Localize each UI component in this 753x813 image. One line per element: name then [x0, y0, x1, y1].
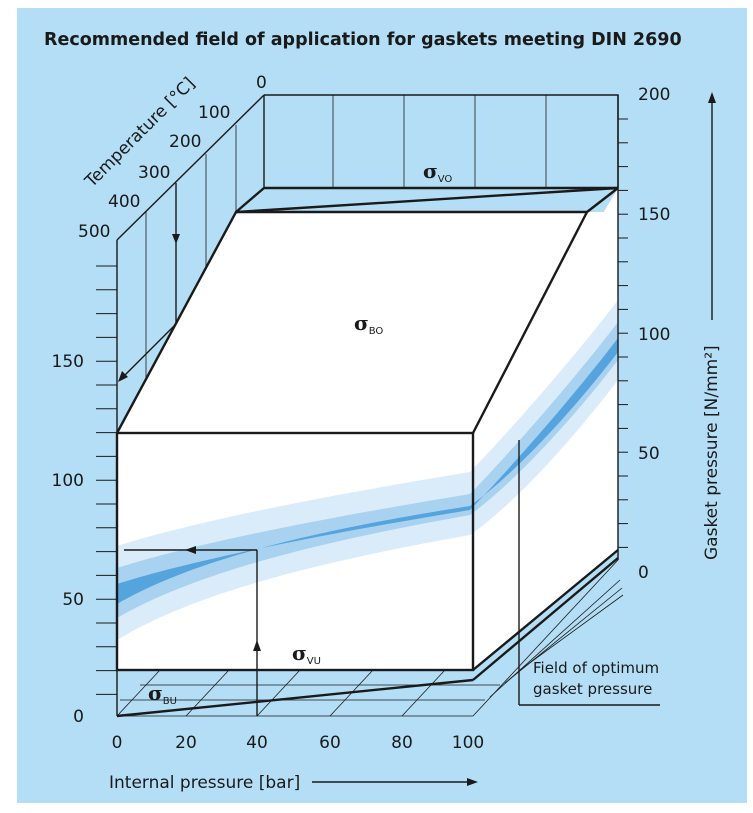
pressure-tick-40: 40 — [246, 733, 268, 753]
pressure-tick-0: 0 — [112, 733, 123, 753]
floor-grid — [116, 559, 624, 717]
floor-diagonal — [256, 669, 301, 717]
internal-pressure-arrow-head — [467, 778, 478, 786]
sigma-bo-label: σBO — [354, 311, 383, 337]
box-back-left-corner — [235, 187, 265, 213]
internal-pressure-label: Internal pressure [bar] — [109, 773, 300, 793]
left-axis-tick-50: 50 — [62, 590, 84, 610]
temperature-tick-300: 300 — [138, 163, 170, 183]
box-bottom-right-edge-2 — [472, 557, 619, 681]
floor-diagonal — [401, 669, 446, 717]
temperature-tick-100: 100 — [198, 103, 230, 123]
optimum-field-band — [117, 300, 618, 640]
field-label-line1: Field of optimum — [533, 659, 659, 677]
field-pointer: Field of optimum gasket pressure — [518, 440, 660, 706]
sigma-bu-label: σBU — [148, 681, 177, 707]
floor-diagonal — [116, 669, 161, 717]
temperature-tick-0: 0 — [256, 73, 267, 93]
temperature-tick-200: 200 — [169, 132, 201, 152]
field-label-line2: gasket pressure — [533, 680, 652, 698]
pressure-guide-arrowhead-up — [253, 640, 261, 651]
left-axis: 150 100 50 0 — [52, 240, 118, 727]
sigma-vu-label: σVU — [292, 641, 321, 667]
box-bottom-right-edge — [472, 549, 619, 671]
band-core — [117, 338, 618, 604]
pressure-tick-80: 80 — [391, 733, 413, 753]
right-axis-tick-150: 150 — [638, 205, 670, 225]
temperature-tick-400: 400 — [108, 192, 140, 212]
floor-depth-line — [519, 594, 624, 671]
left-axis-tick-150: 150 — [52, 352, 84, 372]
right-axis-tick-0: 0 — [638, 563, 649, 583]
sigma-vo-label: σVO — [423, 159, 452, 185]
pressure-tick-20: 20 — [175, 733, 197, 753]
pressure-tick-60: 60 — [319, 733, 341, 753]
pressure-guide-arrowhead-left — [185, 546, 196, 554]
floor-right-edge — [472, 559, 619, 717]
left-axis-tick-100: 100 — [52, 471, 84, 491]
internal-pressure-axis: 0 20 40 60 80 100 Internal pressure [bar… — [109, 733, 484, 793]
pressure-tick-100: 100 — [452, 733, 484, 753]
diagram-title: Recommended field of application for gas… — [44, 30, 682, 50]
pressure-guide — [124, 546, 261, 716]
gasket-pressure-label: Gasket pressure [N/mm²] — [702, 345, 722, 560]
temperature-guide-diagonal — [122, 323, 177, 378]
left-axis-tick-0: 0 — [73, 707, 84, 727]
temperature-tick-500: 500 — [78, 222, 110, 242]
right-axis-tick-200: 200 — [638, 85, 670, 105]
right-axis: 200 150 100 50 0 Gasket pressure [N/mm²] — [617, 85, 722, 583]
gasket-pressure-arrow-head — [708, 92, 716, 103]
box-top-right-edge — [471, 211, 589, 434]
right-axis-tick-50: 50 — [638, 444, 660, 464]
box-top-face — [117, 212, 618, 433]
sigma-labels: σVO σBO σVU σBU — [148, 159, 452, 707]
band-middle — [117, 322, 618, 618]
right-axis-tick-100: 100 — [638, 325, 670, 345]
temperature-guide-arrowhead-2 — [118, 371, 128, 382]
left-wall-top-edge — [116, 94, 265, 241]
floor-sigma-bu-line — [116, 678, 474, 718]
box-top-right-corner — [586, 187, 619, 213]
temperature-guide — [118, 183, 180, 382]
